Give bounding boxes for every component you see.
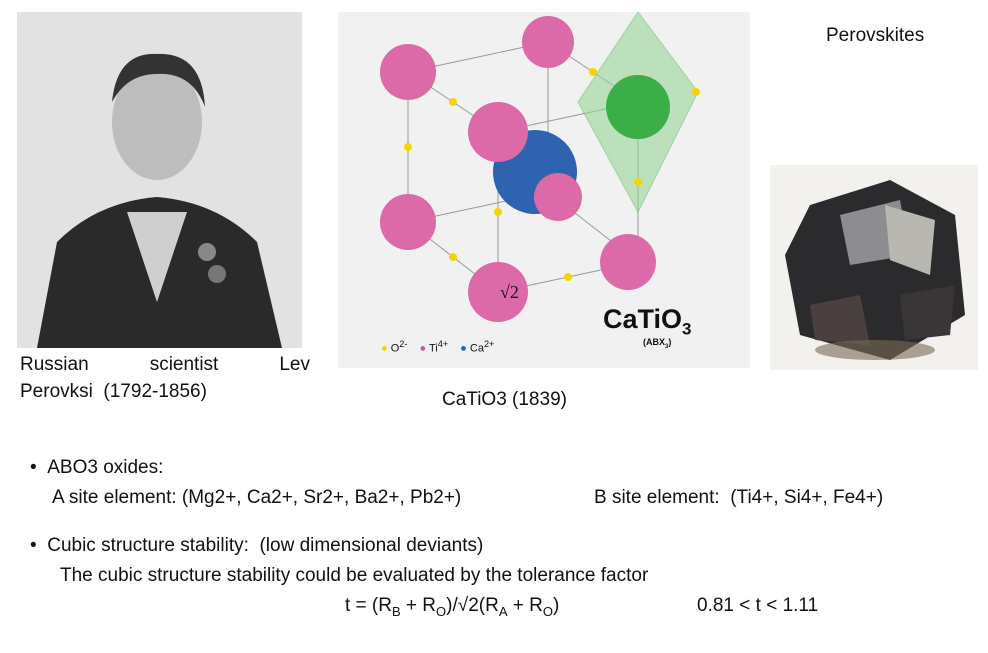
b-site-elements: B site element: (Ti4+, Si4+, Fe4+) — [594, 487, 884, 508]
ion-legend: ● O2- ● Ti4+ ● Ca2+ — [381, 339, 494, 355]
formula-part: + R — [507, 595, 543, 616]
bullet-cubic-stability: • Cubic structure stability: (low dimens… — [30, 535, 484, 556]
formula-type-sub: 3 — [665, 343, 669, 350]
caption-word: scientist — [149, 354, 219, 375]
formula-type-end: ) — [668, 337, 672, 347]
legend-charge: 2+ — [483, 339, 495, 349]
bullet-text: Cubic structure stability: (low dimensio… — [47, 535, 484, 556]
portrait-caption-line1: Russian scientist Lev — [20, 353, 310, 377]
crystal-caption: CaTiO3 (1839) — [442, 389, 567, 410]
a-site-elements: A site element: (Mg2+, Ca2+, Sr2+, Ba2+,… — [52, 487, 462, 508]
crystal-structure-image: √2 CaTiO3 (ABX3) ● O2- ● Ti4+ ● Ca2+ — [338, 11, 750, 368]
formula-sub: 3 — [682, 319, 692, 339]
formula-sub: O — [436, 603, 447, 619]
bullet-text: ABO3 oxides: — [47, 457, 164, 478]
legend-item-calcium: ● Ca2+ — [460, 339, 495, 355]
tolerance-factor-text: The cubic structure stability could be e… — [60, 565, 649, 586]
slide-title: Perovskites — [826, 25, 925, 46]
legend-charge: 4+ — [437, 339, 449, 349]
portrait-caption-line2: Perovksi (1792-1856) — [20, 381, 207, 402]
legend-ion: Ca — [469, 342, 484, 355]
legend-charge: 2- — [399, 339, 408, 349]
caption-word: Russian — [20, 354, 89, 375]
portrait-image — [17, 12, 302, 348]
formula-type: (ABX3) — [643, 337, 671, 350]
legend-ion: Ti — [428, 342, 438, 355]
tolerance-range: 0.81 < t < 1.11 — [697, 595, 819, 616]
sqrt2-label: √2 — [500, 282, 519, 302]
mineral-photo — [770, 165, 978, 370]
formula-sub: A — [498, 603, 508, 619]
formula-part: ) — [552, 595, 560, 616]
formula-part: )/√2(R — [446, 595, 499, 616]
legend-item-oxygen: ● O2- — [381, 339, 408, 355]
legend-ion: O — [390, 342, 400, 355]
formula-sub: B — [391, 603, 401, 619]
crystal-formula: CaTiO3 — [603, 304, 692, 339]
formula-sub: O — [542, 603, 553, 619]
tolerance-formula: t = (RB + RO)/√2(RA + RO) — [345, 595, 559, 619]
formula-part: t = (R — [345, 595, 392, 616]
formula-type-text: (ABX — [643, 337, 665, 347]
formula-part: + R — [400, 595, 437, 616]
formula-main: CaTiO — [603, 304, 683, 334]
legend-item-titanium: ● Ti4+ — [419, 339, 449, 355]
caption-word: Lev — [279, 354, 310, 375]
bullet-abo3: • ABO3 oxides: — [30, 457, 164, 478]
